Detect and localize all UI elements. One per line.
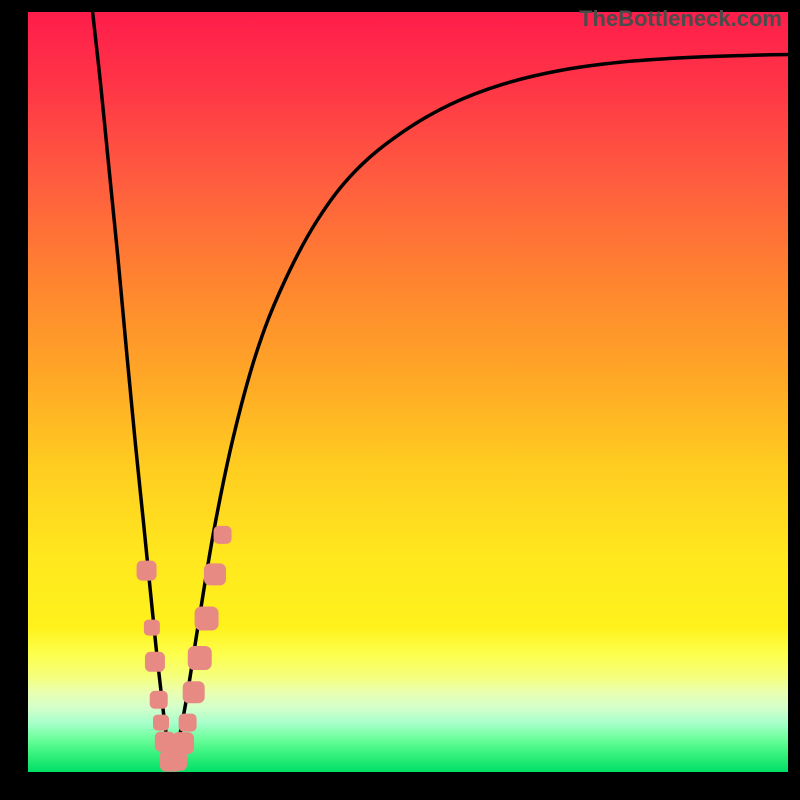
data-markers xyxy=(137,526,232,772)
data-marker xyxy=(204,563,226,585)
curve-layer xyxy=(28,12,788,772)
watermark-text: TheBottleneck.com xyxy=(579,6,782,32)
data-marker xyxy=(179,714,197,732)
data-marker xyxy=(144,620,160,636)
plot-area xyxy=(28,12,788,772)
data-marker xyxy=(153,715,169,731)
data-marker xyxy=(188,646,212,670)
data-marker xyxy=(145,652,165,672)
chart-frame: TheBottleneck.com xyxy=(0,0,800,800)
data-marker xyxy=(172,732,194,754)
data-marker xyxy=(155,732,175,752)
data-marker xyxy=(195,606,219,630)
data-marker xyxy=(137,561,157,581)
data-marker xyxy=(214,526,232,544)
data-marker xyxy=(150,691,168,709)
data-marker xyxy=(183,681,205,703)
